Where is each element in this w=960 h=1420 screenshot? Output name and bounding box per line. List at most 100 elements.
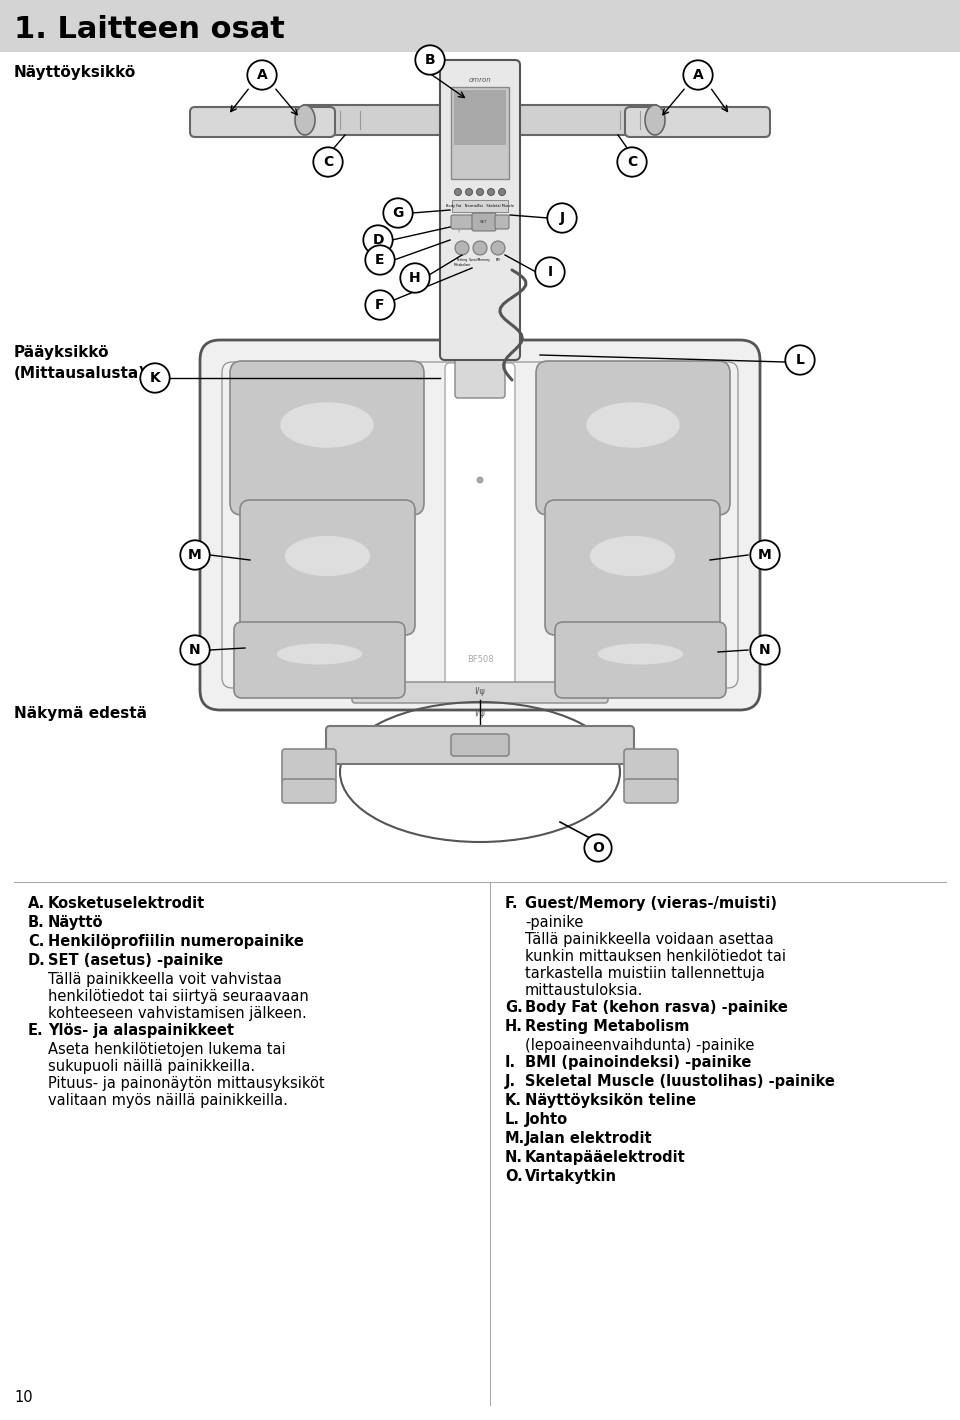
Text: A: A <box>256 68 268 82</box>
Circle shape <box>473 241 487 256</box>
Ellipse shape <box>180 635 209 665</box>
FancyBboxPatch shape <box>190 106 335 136</box>
Text: O: O <box>592 841 604 855</box>
Text: Aseta henkilötietojen lukema tai: Aseta henkilötietojen lukema tai <box>48 1042 286 1056</box>
FancyBboxPatch shape <box>302 105 658 135</box>
Text: BMI (painoindeksi) -painike: BMI (painoindeksi) -painike <box>525 1055 752 1071</box>
FancyBboxPatch shape <box>536 361 730 515</box>
Text: C.: C. <box>28 934 44 949</box>
Ellipse shape <box>366 290 395 320</box>
Ellipse shape <box>400 263 430 293</box>
FancyBboxPatch shape <box>230 361 424 515</box>
Text: O.: O. <box>505 1169 523 1184</box>
Text: Jalan elektrodit: Jalan elektrodit <box>525 1130 653 1146</box>
Text: kunkin mittauksen henkilötiedot tai: kunkin mittauksen henkilötiedot tai <box>525 949 786 964</box>
FancyBboxPatch shape <box>624 748 678 782</box>
Text: Guest/Memory: Guest/Memory <box>469 258 491 263</box>
Text: Johto: Johto <box>525 1112 568 1127</box>
Ellipse shape <box>285 535 371 577</box>
Ellipse shape <box>589 535 675 577</box>
Text: Virtakytkin: Virtakytkin <box>525 1169 617 1184</box>
Text: D.: D. <box>28 953 46 968</box>
Text: I/ψ: I/ψ <box>474 710 486 719</box>
Ellipse shape <box>280 402 373 447</box>
FancyBboxPatch shape <box>451 734 509 755</box>
FancyBboxPatch shape <box>625 106 770 136</box>
FancyBboxPatch shape <box>452 200 508 212</box>
Text: I.: I. <box>505 1055 516 1071</box>
FancyBboxPatch shape <box>234 622 405 699</box>
Text: N: N <box>189 643 201 657</box>
Ellipse shape <box>295 105 315 135</box>
Circle shape <box>455 241 469 256</box>
Text: valitaan myös näillä painikkeilla.: valitaan myös näillä painikkeilla. <box>48 1093 288 1108</box>
FancyBboxPatch shape <box>472 213 496 231</box>
FancyBboxPatch shape <box>545 500 720 635</box>
FancyBboxPatch shape <box>451 214 473 229</box>
Text: I: I <box>547 266 553 278</box>
Ellipse shape <box>585 835 612 862</box>
Ellipse shape <box>276 643 362 665</box>
Text: F.: F. <box>505 896 518 912</box>
Ellipse shape <box>248 60 276 89</box>
Circle shape <box>477 477 483 483</box>
Text: E: E <box>375 253 385 267</box>
FancyBboxPatch shape <box>455 356 505 398</box>
Text: M.: M. <box>505 1130 525 1146</box>
Bar <box>0 0 960 53</box>
Text: Näyttö: Näyttö <box>48 914 104 930</box>
FancyBboxPatch shape <box>451 87 509 179</box>
Text: F: F <box>375 298 385 312</box>
FancyBboxPatch shape <box>445 364 515 692</box>
Ellipse shape <box>598 643 684 665</box>
Text: 10: 10 <box>14 1390 33 1404</box>
Text: N: N <box>759 643 771 657</box>
Text: Kantapääelektrodit: Kantapääelektrodit <box>525 1150 685 1164</box>
Text: SET: SET <box>480 220 488 224</box>
FancyBboxPatch shape <box>200 339 760 710</box>
Text: Näyttöyksikön teline: Näyttöyksikön teline <box>525 1093 696 1108</box>
Text: BF508: BF508 <box>467 656 493 665</box>
Text: M: M <box>188 548 202 562</box>
Text: Body Fat   NormalFat   Skeletal Muscle: Body Fat NormalFat Skeletal Muscle <box>446 204 514 207</box>
FancyBboxPatch shape <box>282 748 336 782</box>
FancyBboxPatch shape <box>240 500 415 635</box>
Ellipse shape <box>547 203 577 233</box>
Text: M: M <box>758 548 772 562</box>
Text: E.: E. <box>28 1022 43 1038</box>
Text: Henkilöprofiilin numeropainike: Henkilöprofiilin numeropainike <box>48 934 304 949</box>
Ellipse shape <box>140 364 170 393</box>
Text: Ylös- ja alaspainikkeet: Ylös- ja alaspainikkeet <box>48 1022 234 1038</box>
Text: 1. Laitteen osat: 1. Laitteen osat <box>14 16 285 44</box>
Text: L: L <box>796 354 804 366</box>
Text: D: D <box>372 233 384 247</box>
Text: J: J <box>560 212 564 224</box>
Ellipse shape <box>383 199 413 227</box>
Text: Resting Metabolism: Resting Metabolism <box>525 1020 689 1034</box>
Ellipse shape <box>416 45 444 75</box>
FancyBboxPatch shape <box>555 622 726 699</box>
Ellipse shape <box>587 402 680 447</box>
FancyBboxPatch shape <box>495 214 509 229</box>
Text: I/ψ: I/ψ <box>474 687 486 696</box>
FancyBboxPatch shape <box>454 89 506 145</box>
Text: A.: A. <box>28 896 45 912</box>
Text: C: C <box>323 155 333 169</box>
Text: J.: J. <box>505 1074 516 1089</box>
Ellipse shape <box>363 226 393 254</box>
Text: omron: omron <box>468 77 492 82</box>
Circle shape <box>498 189 506 196</box>
FancyBboxPatch shape <box>326 726 634 764</box>
Text: Näyttöyksikkö: Näyttöyksikkö <box>14 65 136 80</box>
Text: Tällä painikkeella voidaan asettaa: Tällä painikkeella voidaan asettaa <box>525 932 774 947</box>
Text: K: K <box>150 371 160 385</box>
Circle shape <box>491 241 505 256</box>
Text: Resting
Metabolism: Resting Metabolism <box>453 258 470 267</box>
Text: mittaustuloksia.: mittaustuloksia. <box>525 983 643 998</box>
Text: Kosketuselektrodit: Kosketuselektrodit <box>48 896 205 912</box>
Text: A: A <box>692 68 704 82</box>
Circle shape <box>454 189 462 196</box>
Circle shape <box>466 189 472 196</box>
Text: T: T <box>457 230 459 234</box>
Text: H.: H. <box>505 1020 523 1034</box>
